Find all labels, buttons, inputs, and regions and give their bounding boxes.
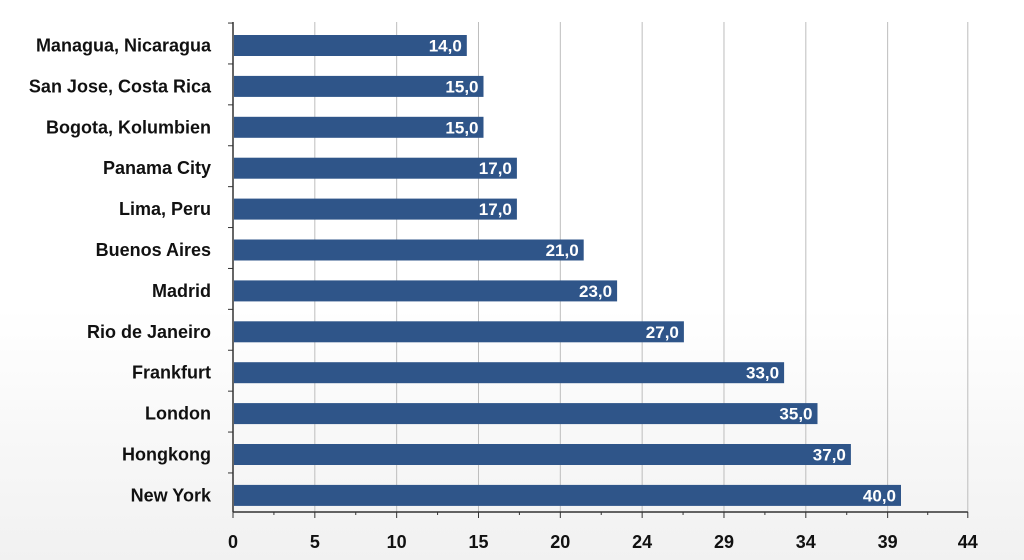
category-label: Hongkong (122, 445, 211, 465)
x-tick-label: 20 (550, 532, 570, 552)
bar-value-label: 17,0 (479, 200, 512, 219)
x-tick-label: 29 (714, 532, 734, 552)
x-tick-label: 10 (387, 532, 407, 552)
x-tick-label: 15 (468, 532, 488, 552)
bar-value-label: 27,0 (646, 323, 679, 342)
bar (234, 239, 584, 261)
category-label: New York (131, 485, 212, 505)
bar (234, 321, 684, 343)
x-tick-label: 24 (632, 532, 652, 552)
x-tick-label: 44 (958, 532, 978, 552)
category-label: Buenos Aires (96, 240, 211, 260)
bar-value-label: 15,0 (445, 118, 478, 137)
bar-value-label: 37,0 (813, 446, 846, 465)
bar (234, 75, 484, 97)
x-tick-labels: 0 5 10 15 20 24 29 34 39 44 (228, 532, 978, 552)
category-label: San Jose, Costa Rica (29, 76, 212, 96)
bar (234, 198, 517, 220)
category-labels: Managua, Nicaragua San Jose, Costa Rica Bo… (29, 36, 212, 506)
bar (234, 116, 484, 138)
grid-lines (314, 22, 969, 512)
bar-value-label: 17,0 (479, 159, 512, 178)
x-tick-label: 34 (796, 532, 816, 552)
category-label: Panama City (103, 158, 211, 178)
bars: 14,0 15,0 15,0 17,0 17,0 21,0 23,0 27,0 33,0 35,0… (234, 35, 901, 506)
bar (234, 35, 467, 56)
category-label: Frankfurt (132, 363, 211, 383)
bar-value-label: 23,0 (579, 282, 612, 301)
category-label: Madrid (152, 281, 211, 301)
bar-value-label: 14,0 (429, 37, 462, 56)
bar-value-label: 40,0 (863, 486, 896, 505)
bar-value-label: 21,0 (546, 241, 579, 260)
category-label: Rio de Janeiro (87, 322, 211, 342)
axes (228, 22, 969, 518)
bar (234, 362, 785, 384)
bar (234, 157, 517, 179)
bar-value-label: 35,0 (779, 405, 812, 424)
category-label: Lima, Peru (119, 199, 211, 219)
category-label: Managua, Nicaragua (36, 36, 212, 56)
bar-value-label: 33,0 (746, 364, 779, 383)
bar (234, 444, 851, 465)
x-tick-label: 39 (878, 532, 898, 552)
bar (234, 484, 901, 506)
bar-value-label: 15,0 (445, 77, 478, 96)
category-label: London (145, 404, 211, 424)
bar (234, 403, 818, 425)
bar (234, 280, 618, 302)
x-tick-label: 5 (310, 532, 320, 552)
category-label: Bogota, Kolumbien (46, 117, 211, 137)
x-tick-label: 0 (228, 532, 238, 552)
